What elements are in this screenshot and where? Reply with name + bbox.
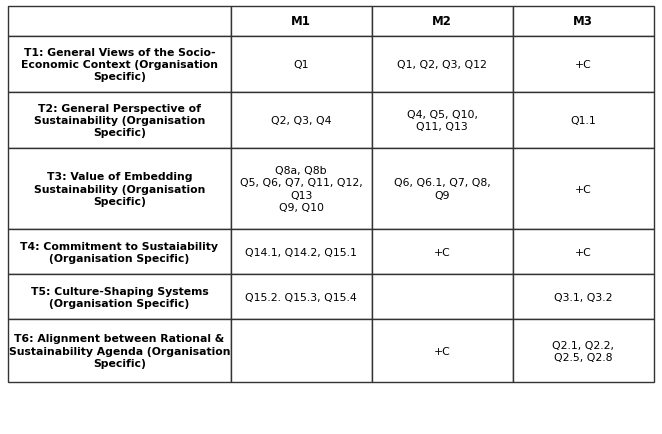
Bar — [8, 93, 231, 149]
Bar — [371, 320, 512, 382]
Bar — [231, 320, 371, 382]
Text: +C: +C — [434, 247, 451, 257]
Text: T5: Culture-Shaping Systems
(Organisation Specific): T5: Culture-Shaping Systems (Organisatio… — [30, 286, 209, 309]
Text: +C: +C — [575, 60, 592, 70]
Text: +C: +C — [434, 346, 451, 356]
Bar — [371, 149, 512, 230]
Text: Q6, Q6.1, Q7, Q8,
Q9: Q6, Q6.1, Q7, Q8, Q9 — [394, 178, 491, 201]
Bar — [512, 149, 654, 230]
Bar — [371, 93, 512, 149]
Bar — [8, 320, 231, 382]
Bar — [512, 275, 654, 320]
Text: Q1, Q2, Q3, Q12: Q1, Q2, Q3, Q12 — [397, 60, 487, 70]
Text: Q8a, Q8b
Q5, Q6, Q7, Q11, Q12,
Q13
Q9, Q10: Q8a, Q8b Q5, Q6, Q7, Q11, Q12, Q13 Q9, Q… — [240, 166, 363, 213]
Bar — [8, 37, 231, 93]
Text: Q2.1, Q2.2,
Q2.5, Q2.8: Q2.1, Q2.2, Q2.5, Q2.8 — [552, 340, 614, 362]
Bar — [512, 320, 654, 382]
Text: Q14.1, Q14.2, Q15.1: Q14.1, Q14.2, Q15.1 — [246, 247, 357, 257]
Bar — [231, 93, 371, 149]
Text: +C: +C — [575, 184, 592, 194]
Text: T4: Commitment to Sustaiability
(Organisation Specific): T4: Commitment to Sustaiability (Organis… — [21, 241, 218, 263]
Bar — [371, 275, 512, 320]
Text: M2: M2 — [432, 15, 452, 28]
Bar — [231, 7, 371, 37]
Bar — [371, 230, 512, 275]
Text: T3: Value of Embedding
Sustainability (Organisation
Specific): T3: Value of Embedding Sustainability (O… — [34, 172, 205, 207]
Text: Q4, Q5, Q10,
Q11, Q13: Q4, Q5, Q10, Q11, Q13 — [406, 110, 477, 132]
Bar — [512, 93, 654, 149]
Text: +C: +C — [575, 247, 592, 257]
Bar — [512, 230, 654, 275]
Bar — [231, 275, 371, 320]
Bar — [8, 149, 231, 230]
Bar — [231, 230, 371, 275]
Bar — [8, 230, 231, 275]
Bar — [8, 275, 231, 320]
Bar — [512, 37, 654, 93]
Bar — [371, 7, 512, 37]
Bar — [512, 7, 654, 37]
Text: Q1: Q1 — [293, 60, 309, 70]
Bar — [371, 37, 512, 93]
Text: Q3.1, Q3.2: Q3.1, Q3.2 — [554, 292, 612, 302]
Text: T2: General Perspective of
Sustainability (Organisation
Specific): T2: General Perspective of Sustainabilit… — [34, 103, 205, 138]
Text: Q2, Q3, Q4: Q2, Q3, Q4 — [271, 116, 332, 126]
Bar — [231, 37, 371, 93]
Text: Q1.1: Q1.1 — [571, 116, 596, 126]
Text: M3: M3 — [573, 15, 593, 28]
Text: T6: Alignment between Rational &
Sustainability Agenda (Organisation
Specific): T6: Alignment between Rational & Sustain… — [9, 334, 230, 368]
Bar — [231, 149, 371, 230]
Text: T1: General Views of the Socio-
Economic Context (Organisation
Specific): T1: General Views of the Socio- Economic… — [21, 47, 218, 82]
Bar — [8, 7, 231, 37]
Text: Q15.2. Q15.3, Q15.4: Q15.2. Q15.3, Q15.4 — [246, 292, 357, 302]
Text: M1: M1 — [291, 15, 311, 28]
